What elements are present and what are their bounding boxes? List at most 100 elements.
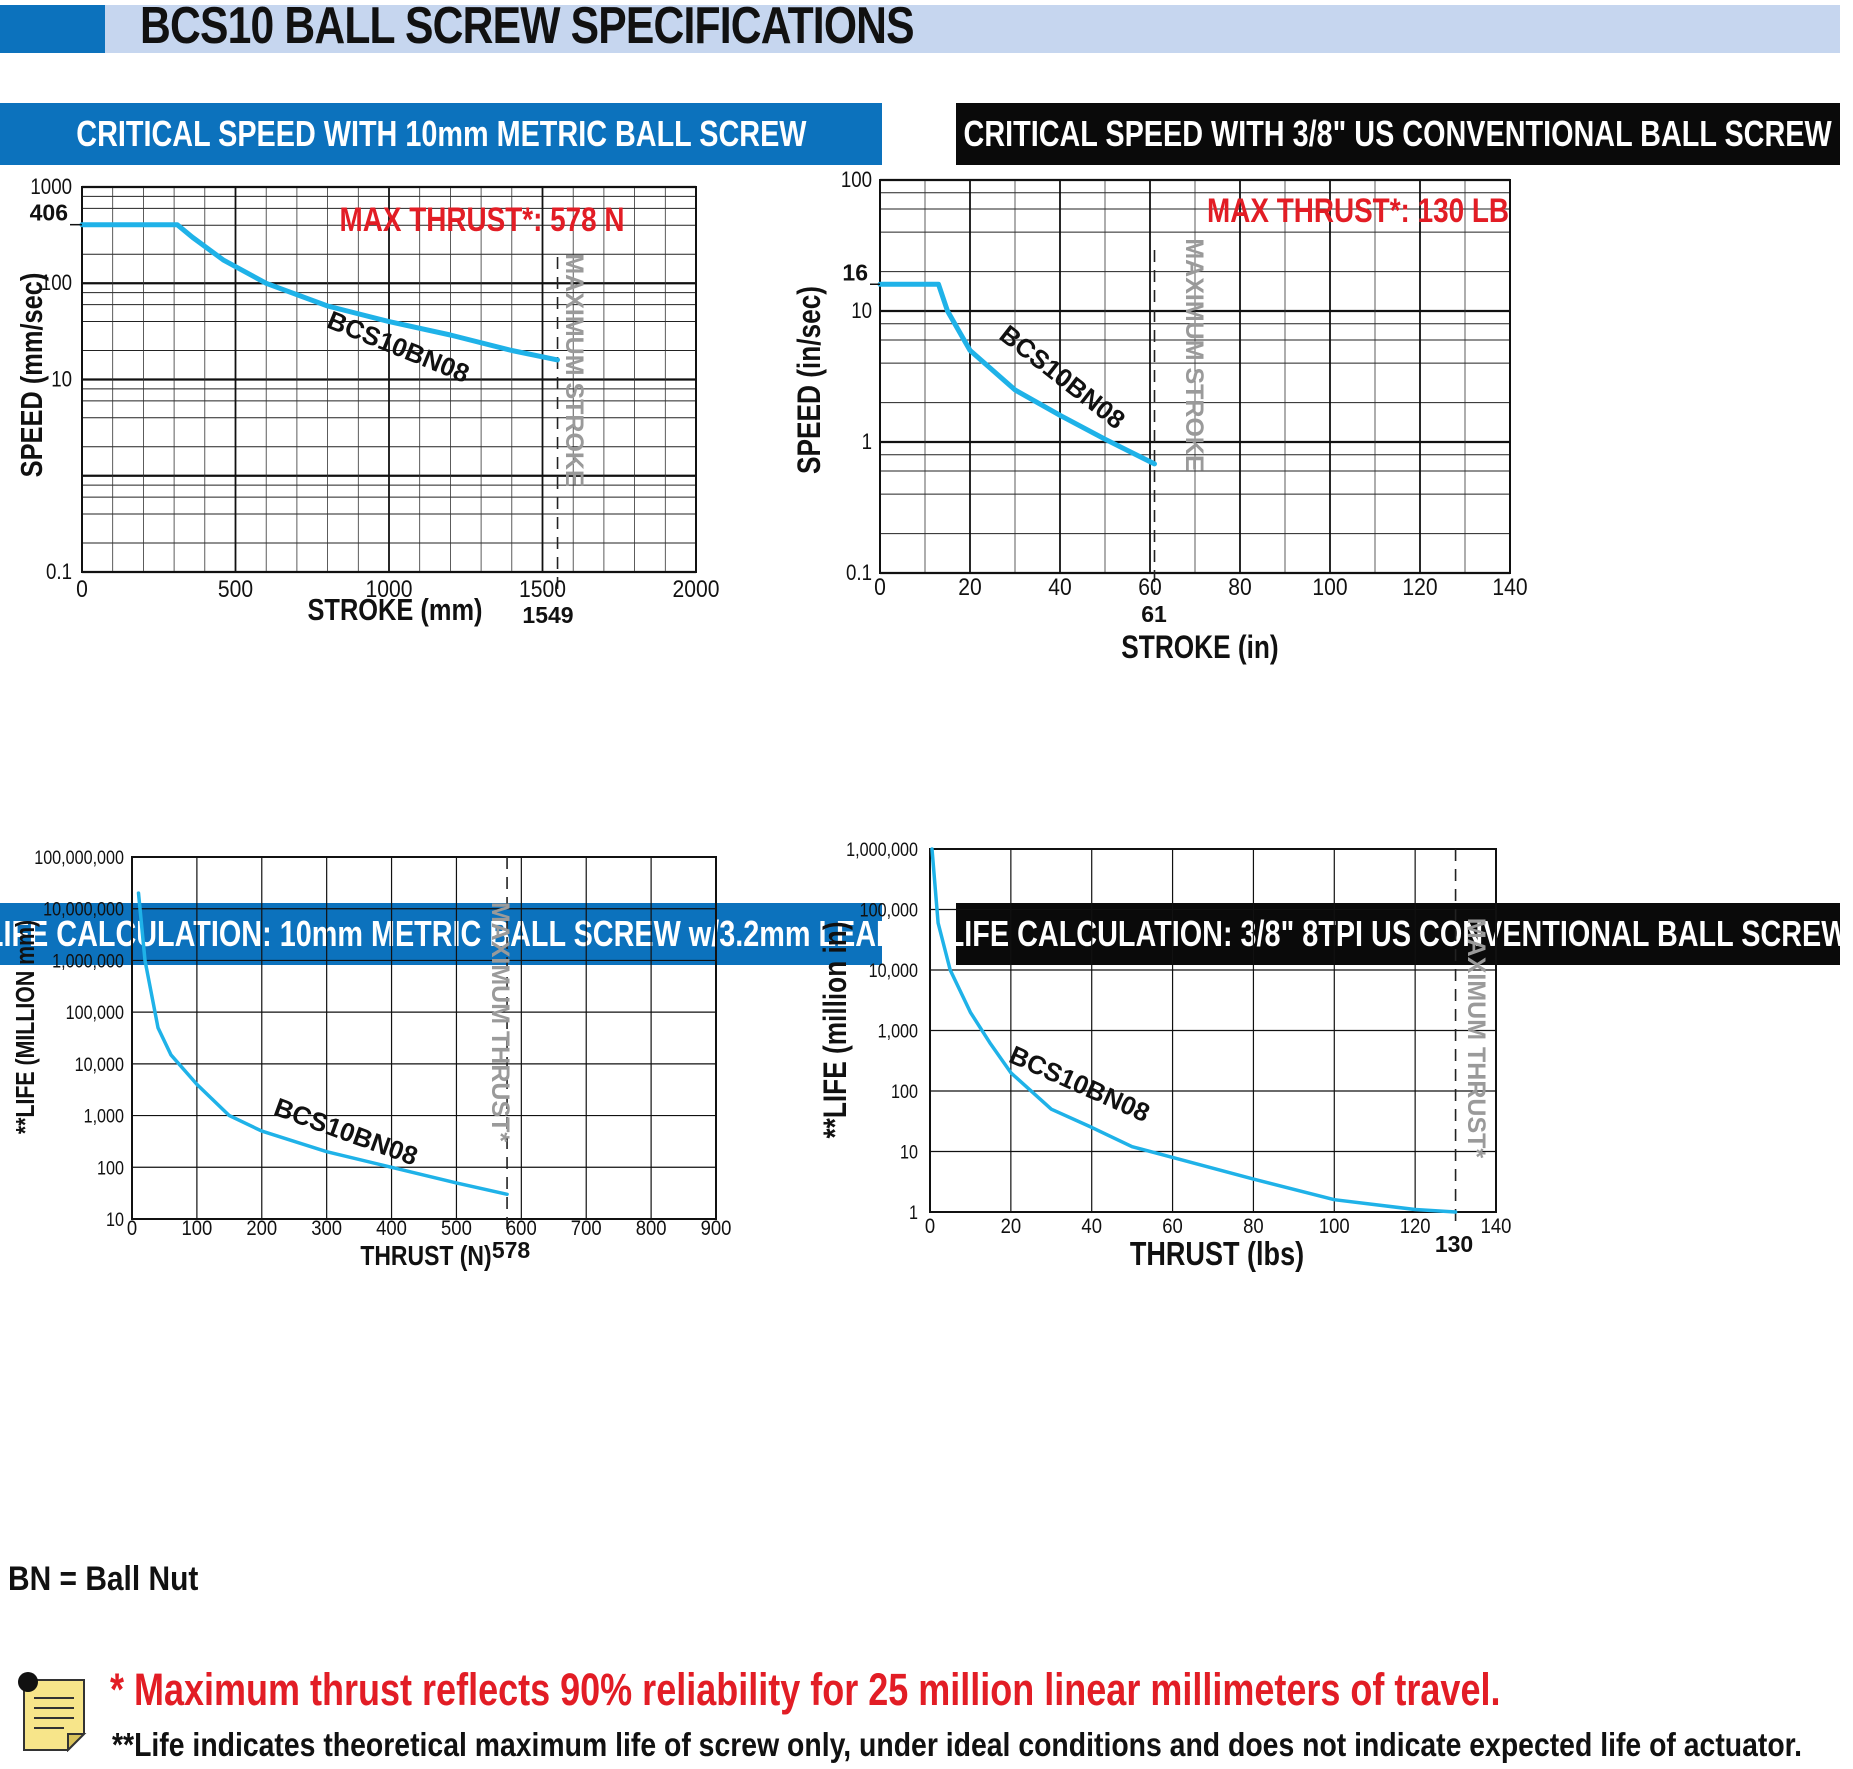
x-tick-label: 120 bbox=[1400, 1215, 1431, 1238]
plot-frame bbox=[879, 179, 1511, 574]
x-tick-label: 140 bbox=[1492, 574, 1527, 601]
title-band-accent bbox=[0, 5, 105, 53]
x-tick-label: 100 bbox=[1319, 1215, 1350, 1238]
y-tick-label: 10 bbox=[851, 300, 872, 324]
y-tick-label: 10 bbox=[900, 1141, 918, 1163]
y-tick-label: 10,000 bbox=[75, 1054, 125, 1076]
y-tick-label: 100 bbox=[891, 1081, 918, 1103]
series-label: BCS10BN08 bbox=[1005, 1040, 1155, 1129]
y-tick-label: 10,000 bbox=[869, 960, 919, 982]
x-tick-label: 200 bbox=[246, 1217, 277, 1240]
y-tick-label: 1,000 bbox=[84, 1105, 125, 1127]
note-icon bbox=[18, 1672, 87, 1752]
x-tick-label: 140 bbox=[1481, 1215, 1512, 1238]
max-limit-value: 130 bbox=[1435, 1231, 1473, 1257]
y-tick-label: 1000 bbox=[30, 176, 72, 200]
series-label: BCS10BN08 bbox=[323, 305, 474, 389]
y-tick-label: 10 bbox=[106, 1209, 124, 1231]
x-tick-label: 0 bbox=[925, 1215, 935, 1238]
y-tick-label: 100,000 bbox=[66, 1002, 125, 1024]
y-tick-label: 10,000,000 bbox=[43, 898, 124, 920]
chart-life-us: MAXIMUM THRUST* 130 BCS10BN08 1 10 100 1,000 10… bbox=[819, 839, 1512, 1273]
x-tick-label: 80 bbox=[1228, 574, 1251, 601]
max-limit-value: 1549 bbox=[522, 602, 573, 628]
x-tick-label: 120 bbox=[1402, 574, 1437, 601]
x-tick-label: 40 bbox=[1048, 574, 1071, 601]
y-axis-label: SPEED (in/sec) bbox=[793, 286, 828, 474]
x-axis-label: THRUST (lbs) bbox=[1130, 1237, 1304, 1273]
header-speed-metric: CRITICAL SPEED WITH 10mm METRIC BALL SCR… bbox=[0, 103, 882, 165]
y-tick-label: 1 bbox=[909, 1202, 918, 1224]
x-tick-label: 80 bbox=[1243, 1215, 1264, 1238]
plot-frame bbox=[929, 848, 1497, 1213]
max-thrust-label: MAX THRUST*: 130 LB bbox=[1207, 191, 1509, 229]
y-tick-label: 100 bbox=[97, 1157, 124, 1179]
plot-frame bbox=[81, 186, 697, 573]
x-tick-label: 0 bbox=[874, 574, 886, 601]
x-tick-label: 60 bbox=[1162, 1215, 1183, 1238]
y-axis-label: **LIFE (million in) bbox=[819, 921, 854, 1138]
x-tick-label: 300 bbox=[311, 1217, 342, 1240]
series-curve-bcs10bn08 bbox=[930, 847, 1458, 1214]
max-limit-text: MAXIMUM THRUST* bbox=[1462, 918, 1490, 1159]
series-label: BCS10BN08 bbox=[270, 1092, 421, 1172]
x-tick-label: 20 bbox=[958, 574, 981, 601]
x-axis-label: STROKE (mm) bbox=[307, 593, 482, 628]
max-limit-value: 578 bbox=[492, 1237, 531, 1263]
x-tick-label: 0 bbox=[76, 576, 88, 603]
x-tick-label: 100 bbox=[181, 1217, 212, 1240]
x-tick-label: 700 bbox=[571, 1217, 602, 1240]
header-life-us: LIFE CALCULATION: 3/8" 8TPI US CONVENTIO… bbox=[956, 903, 1840, 965]
highlight-value-label: 16 bbox=[842, 259, 868, 285]
y-tick-label: 100 bbox=[841, 169, 872, 193]
max-thrust-label: MAX THRUST*: 578 N bbox=[340, 200, 625, 238]
x-tick-label: 500 bbox=[441, 1217, 472, 1240]
y-tick-label: 1,000,000 bbox=[846, 839, 918, 861]
x-tick-label: 1000 bbox=[366, 576, 413, 603]
y-axis-label: SPEED (mm/sec) bbox=[15, 273, 50, 478]
header-life-metric: LIFE CALCULATION: 10mm METRIC BALL SCREW… bbox=[0, 903, 882, 965]
max-limit-value: 61 bbox=[1141, 601, 1167, 627]
series-curve-bcs10bn08 bbox=[877, 281, 1157, 467]
y-tick-label: 0.1 bbox=[846, 562, 872, 586]
y-tick-label: 0.1 bbox=[46, 561, 72, 585]
ball-nut-note: BN = Ball Nut bbox=[8, 1560, 199, 1598]
x-tick-label: 800 bbox=[636, 1217, 667, 1240]
max-limit-text: MAXIMUM THRUST* bbox=[486, 902, 514, 1143]
x-tick-label: 900 bbox=[701, 1217, 732, 1240]
header-speed-us: CRITICAL SPEED WITH 3/8" US CONVENTIONAL… bbox=[956, 103, 1840, 165]
x-tick-label: 600 bbox=[506, 1217, 537, 1240]
x-axis-label: STROKE (in) bbox=[1121, 631, 1278, 666]
footnote-life: **Life indicates theoretical maximum lif… bbox=[112, 1726, 1803, 1763]
plot-frame bbox=[131, 856, 717, 1220]
footnote-max-thrust: * Maximum thrust reflects 90% reliabilit… bbox=[110, 1664, 1501, 1715]
title-band bbox=[105, 5, 1840, 53]
y-tick-label: 1 bbox=[862, 431, 872, 455]
y-tick-label: 100,000,000 bbox=[34, 847, 124, 869]
x-tick-label: 60 bbox=[1138, 574, 1161, 601]
chart-speed-metric: MAX THRUST*: 578 N MAXIMUM STROKE 1549 BCS1… bbox=[15, 176, 720, 628]
series-curve-bcs10bn08 bbox=[79, 222, 560, 363]
x-tick-label: 500 bbox=[218, 576, 253, 603]
x-axis-label: THRUST (N) bbox=[360, 1241, 491, 1272]
x-tick-label: 1500 bbox=[519, 576, 566, 603]
chart-life-metric: MAXIMUM THRUST* 578 BCS10BN08 10 100 1,000 10,… bbox=[11, 847, 732, 1272]
y-tick-label: 1,000 bbox=[878, 1020, 919, 1042]
y-tick-label: 100 bbox=[41, 272, 72, 296]
x-tick-label: 0 bbox=[127, 1217, 137, 1240]
x-tick-label: 100 bbox=[1312, 574, 1347, 601]
y-tick-label: 10 bbox=[51, 368, 72, 392]
x-tick-label: 400 bbox=[376, 1217, 407, 1240]
x-tick-label: 2000 bbox=[673, 576, 720, 603]
x-tick-label: 40 bbox=[1081, 1215, 1102, 1238]
max-limit-text: MAXIMUM STROKE bbox=[560, 253, 588, 486]
highlight-value-label: 406 bbox=[30, 200, 68, 226]
page-title: BCS10 BALL SCREW SPECIFICATIONS bbox=[140, 0, 915, 55]
max-limit-text: MAXIMUM STROKE bbox=[1180, 238, 1208, 471]
y-tick-label: 100,000 bbox=[860, 899, 919, 921]
y-tick-label: 1,000,000 bbox=[52, 950, 124, 972]
x-tick-label: 20 bbox=[1001, 1215, 1022, 1238]
y-axis-label: **LIFE (MILLION mm) bbox=[11, 920, 41, 1134]
series-curve-bcs10bn08 bbox=[136, 891, 509, 1197]
